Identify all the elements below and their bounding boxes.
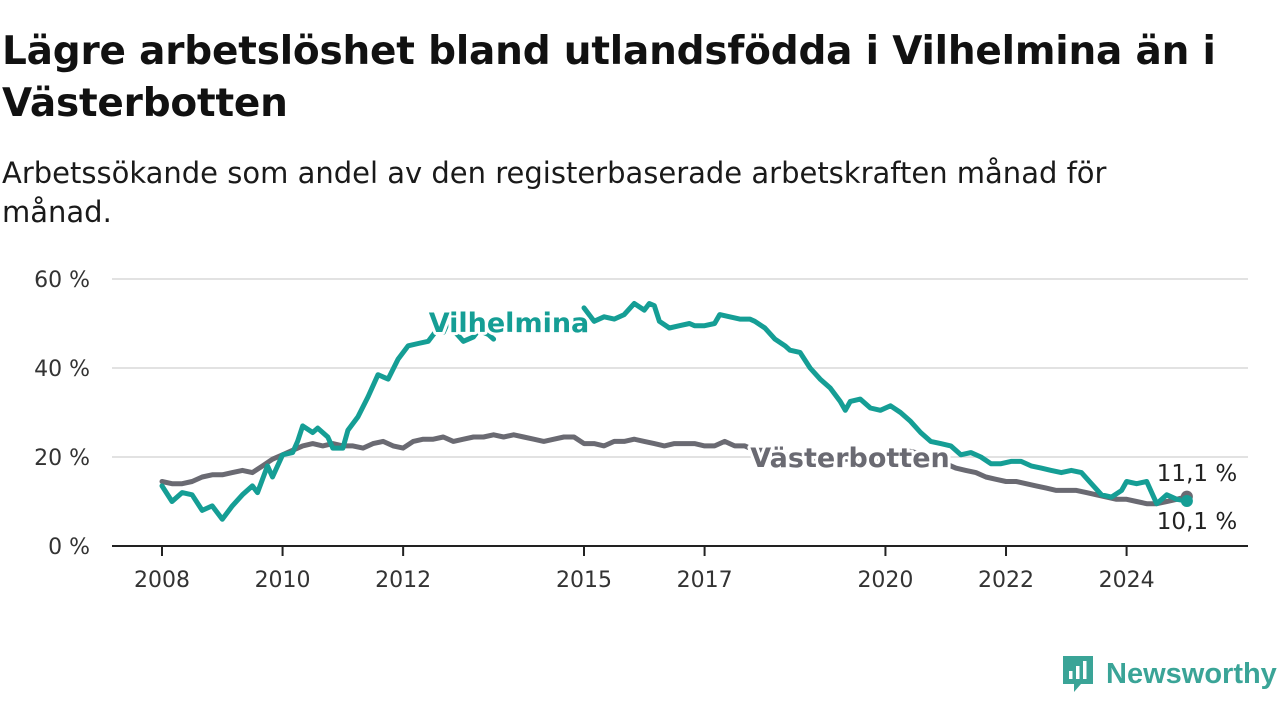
x-tick-label: 2020 [857, 568, 913, 593]
newsworthy-logo-icon [1063, 656, 1093, 692]
x-tick-label: 2017 [677, 568, 733, 593]
series-name-label: Västerbotten [750, 443, 949, 474]
chart-subtitle: Arbetssökande som andel av den registerb… [2, 156, 1107, 229]
x-tick-label: 2012 [375, 568, 431, 593]
series-name-label: Vilhelmina [429, 308, 590, 339]
x-tick-label: 2022 [978, 568, 1034, 593]
series-endpoint-vilhelmina [1180, 495, 1193, 508]
x-tick-label: 2024 [1099, 568, 1155, 593]
y-tick-label: 40 % [34, 357, 90, 382]
series-lines [159, 301, 1193, 522]
series-end-value-label: 10,1 % [1157, 509, 1237, 535]
y-axis-ticks: 0 % 20 % 40 % 60 % [34, 268, 90, 560]
series-labels: Vilhelmina Västerbotten 11,1 % 10,1 % [426, 305, 1240, 538]
x-tick-label: 2008 [134, 568, 190, 593]
newsworthy-brand[interactable]: Newsworthy [1060, 652, 1277, 696]
x-tick-label: 2015 [556, 568, 612, 593]
chart-title: Lägre arbetslöshet bland utlandsfödda i … [2, 29, 1216, 126]
y-tick-label: 60 % [34, 268, 90, 293]
x-axis-ticks: 2008 2010 2012 2015 2017 2020 2022 2024 [134, 546, 1155, 593]
gridlines [112, 278, 1248, 547]
series-line-västerbotten [159, 432, 1190, 507]
brand-name: Newsworthy [1106, 657, 1277, 690]
series-end-value-label: 11,1 % [1157, 461, 1237, 487]
y-tick-label: 20 % [34, 446, 90, 471]
series-line-vilhelmina [159, 301, 1190, 522]
y-tick-label: 0 % [48, 535, 90, 560]
x-tick-label: 2010 [255, 568, 311, 593]
